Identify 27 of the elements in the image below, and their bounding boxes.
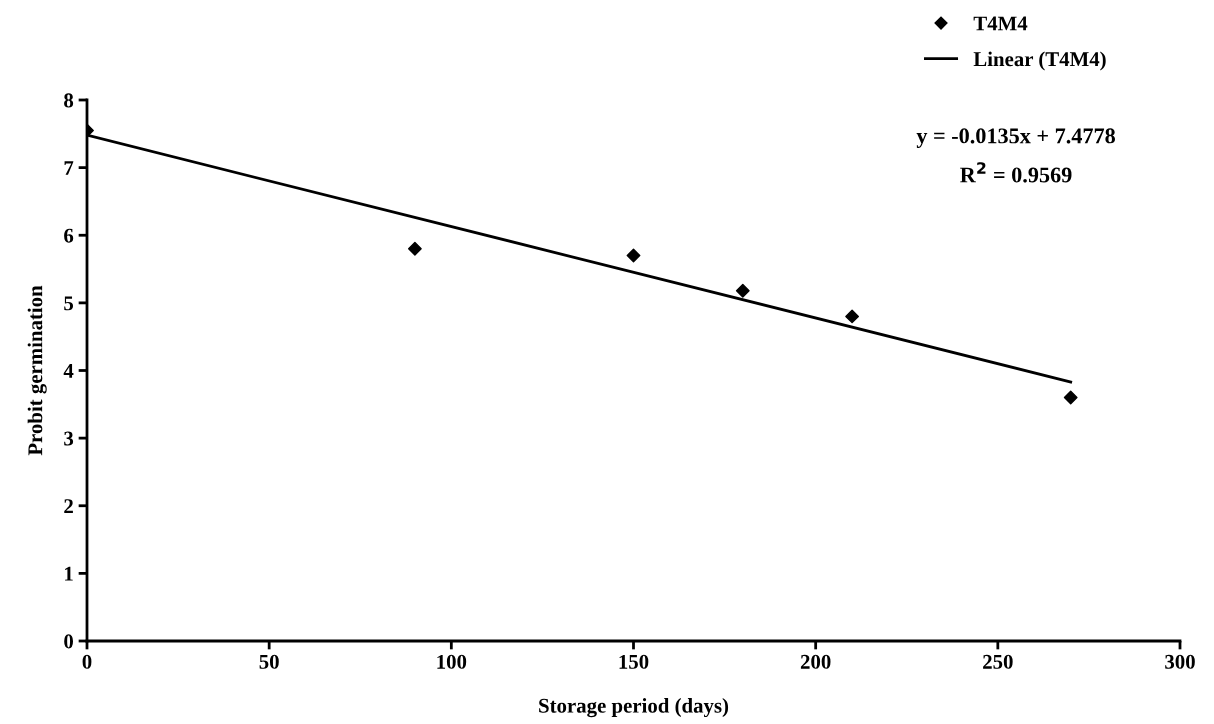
- x-tick-label: 100: [437, 654, 467, 669]
- x-tick-label: 0: [82, 654, 92, 669]
- y-tick-label: 8: [64, 93, 74, 108]
- y-tick-label: 4: [63, 364, 74, 378]
- y-tick-label: 5: [64, 296, 74, 311]
- y-tick-label: 3: [64, 431, 74, 446]
- annotation: R$^{2}$ = 0.9569: [960, 162, 1072, 183]
- point: [626, 248, 641, 263]
- y-axis-title: Probit germination: [27, 285, 47, 456]
- point: [735, 283, 750, 298]
- y-tick-label: 6: [64, 228, 74, 243]
- point: [845, 309, 860, 324]
- y-tick-label: 1: [65, 566, 73, 581]
- point: [407, 241, 422, 256]
- x-tick-label: 200: [800, 654, 831, 669]
- point: [1063, 390, 1078, 405]
- y-tick-label: 7: [64, 161, 74, 175]
- y-tick-label: 0: [64, 634, 74, 649]
- x-tick-label: 300: [1165, 654, 1195, 669]
- legend-label: Linear (T4M4): [973, 51, 1106, 71]
- annotation: y = -0.0135x + 7.4778: [916, 128, 1116, 148]
- x-axis-title: Storage period (days): [539, 698, 729, 718]
- legend-label: T4M4: [973, 16, 1028, 31]
- x-tick-label: 250: [983, 654, 1013, 669]
- x-tick-label: 150: [619, 654, 649, 669]
- y-tick-label: 2: [64, 499, 73, 513]
- x-tick-label: 50: [259, 654, 279, 669]
